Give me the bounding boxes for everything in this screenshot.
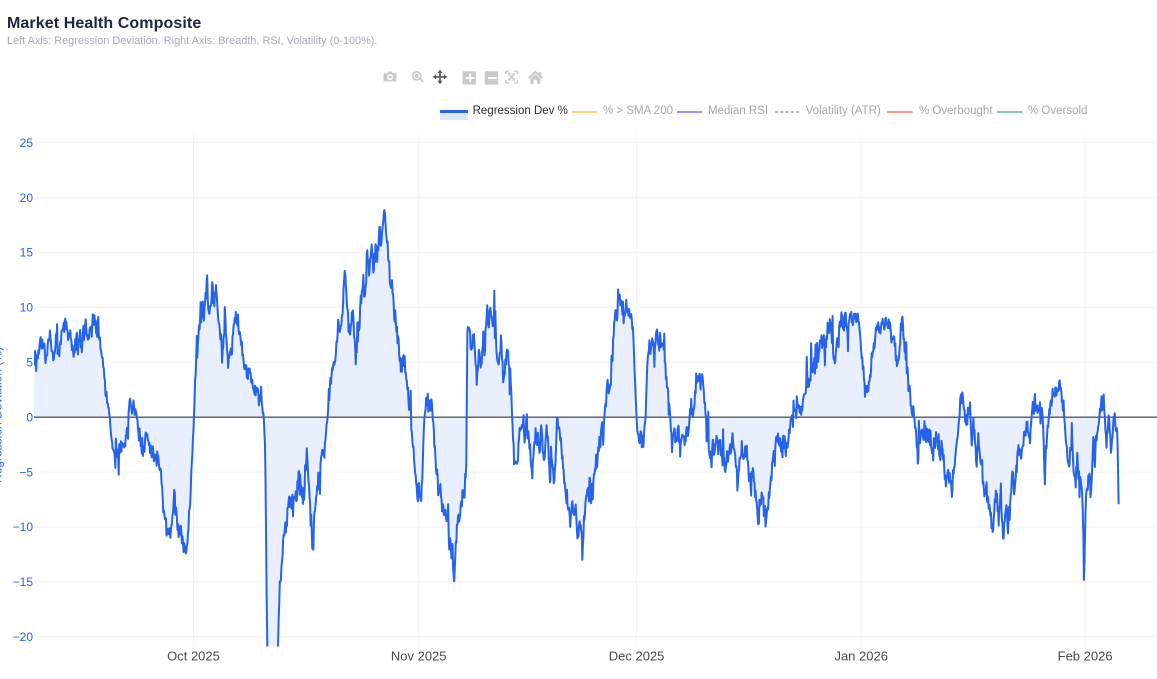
svg-text:20: 20 [20,191,34,205]
svg-text:5: 5 [26,356,33,370]
svg-text:0: 0 [26,410,33,424]
svg-text:15: 15 [20,246,34,260]
svg-text:Nov 2025: Nov 2025 [391,649,447,664]
svg-text:Regression Deviation (%): Regression Deviation (%) [0,347,5,483]
svg-text:−15: −15 [13,575,34,589]
svg-text:25: 25 [20,136,34,150]
svg-text:−5: −5 [19,465,33,479]
svg-text:Oct 2025: Oct 2025 [167,649,220,664]
svg-text:−20: −20 [13,630,34,644]
svg-text:Jan 2026: Jan 2026 [834,649,888,664]
svg-text:Feb 2026: Feb 2026 [1058,649,1113,664]
svg-text:10: 10 [20,301,34,315]
svg-text:Dec 2025: Dec 2025 [609,649,665,664]
svg-text:−10: −10 [13,520,34,534]
